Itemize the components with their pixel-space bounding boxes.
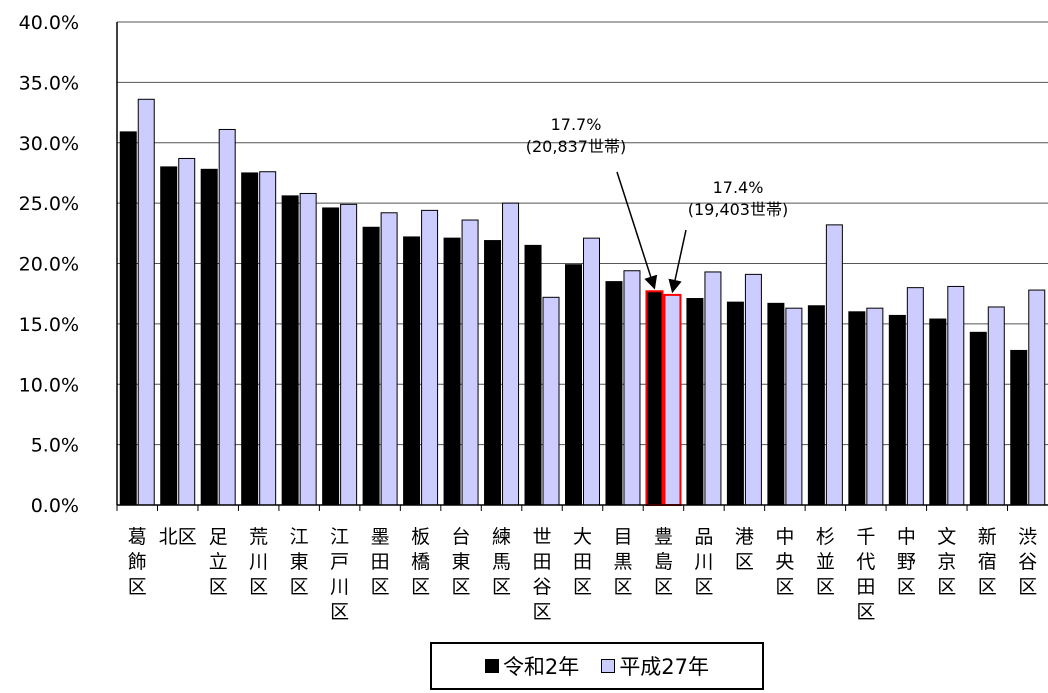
x-tick-label: 中野区 — [897, 526, 916, 598]
x-tick-label: 江東区 — [290, 526, 309, 598]
x-tick-label: 江戸川区 — [330, 526, 349, 623]
y-tick-labels: 0.0% 5.0% 10.0% 15.0% 20.0% 25.0% 30.0% 35.0% 40… — [19, 12, 79, 517]
bar-heisei27 — [866, 307, 884, 506]
legend: 令和2年 平成27年 — [430, 642, 764, 690]
bars — [119, 98, 1046, 506]
annotation-arrow — [668, 229, 687, 294]
bar-heisei27 — [583, 237, 600, 506]
bar-heisei27 — [906, 287, 924, 506]
bar-heisei27 — [542, 296, 560, 506]
bar-heisei27 — [947, 285, 965, 506]
x-tick-label: 千代田区 — [856, 526, 875, 623]
bar-reiwa2 — [888, 314, 906, 506]
y-tick-label: 10.0% — [19, 374, 79, 396]
bar-heisei27 — [1028, 289, 1046, 506]
bar-reiwa2 — [362, 226, 380, 506]
x-tick-label: 豊島区 — [654, 526, 673, 598]
x-tick-label: 杉並区 — [816, 526, 835, 598]
bar-reiwa2 — [241, 172, 259, 506]
bar-reiwa2 — [119, 131, 137, 506]
y-tick-label: 35.0% — [19, 72, 79, 94]
bar-heisei27 — [825, 224, 843, 506]
bar-reiwa2 — [524, 244, 542, 506]
bar-reiwa2 — [767, 302, 785, 506]
y-tick-label: 40.0% — [19, 12, 79, 34]
bar-reiwa2 — [969, 331, 987, 506]
bar-reiwa2 — [645, 290, 664, 506]
bar-heisei27 — [421, 209, 439, 506]
legend-label-reiwa2: 令和2年 — [502, 655, 580, 679]
legend-swatch-heisei27 — [601, 659, 616, 673]
x-tick-label: 板橋区 — [411, 526, 430, 598]
bar-heisei27 — [340, 203, 358, 506]
bar-reiwa2 — [200, 168, 218, 506]
y-tick-label: 0.0% — [31, 495, 79, 517]
x-tick-label: 荒川区 — [249, 526, 268, 598]
bar-heisei27 — [461, 219, 479, 506]
x-tick-label: 世田谷区 — [533, 526, 552, 623]
bar-reiwa2 — [726, 301, 744, 506]
bar-reiwa2 — [848, 311, 866, 506]
annotation-label: 17.7% (20,837世帯) — [526, 115, 626, 156]
bar-reiwa2 — [686, 298, 704, 506]
bar-heisei27 — [744, 273, 762, 506]
bar-heisei27 — [380, 212, 398, 506]
y-tick-label: 30.0% — [19, 133, 79, 155]
legend-item-heisei27: 平成27年 — [601, 651, 709, 681]
legend-swatch-reiwa2 — [484, 659, 499, 673]
legend-label-heisei27: 平成27年 — [619, 655, 710, 679]
annotation-label: 17.4% (19,403世帯) — [688, 178, 788, 219]
x-tick-label: 文京区 — [937, 526, 956, 598]
x-tick-label: 足立区 — [209, 526, 228, 598]
y-tick-label: 5.0% — [31, 435, 79, 457]
x-tick-label: 台東区 — [452, 526, 471, 598]
bar-heisei27 — [663, 293, 682, 506]
axes — [116, 22, 1048, 511]
bar-heisei27 — [623, 270, 641, 506]
bar-reiwa2 — [1010, 349, 1028, 506]
bar-reiwa2 — [281, 195, 299, 506]
bar-reiwa2 — [443, 237, 461, 506]
bar-reiwa2 — [929, 318, 947, 506]
x-tick-label: 大田区 — [573, 526, 592, 598]
bar-reiwa2 — [565, 264, 582, 506]
x-tick-label: 墨田区 — [371, 526, 390, 598]
x-tick-label: 中央区 — [775, 526, 794, 598]
bar-heisei27 — [218, 128, 236, 506]
bar-reiwa2 — [322, 207, 340, 506]
bar-heisei27 — [137, 98, 155, 506]
x-tick-label: 北区 — [159, 526, 197, 548]
bar-heisei27 — [785, 307, 803, 506]
bar-heisei27 — [987, 306, 1005, 506]
bar-reiwa2 — [605, 281, 623, 506]
bar-heisei27 — [259, 171, 277, 506]
y-tick-label: 25.0% — [19, 193, 79, 215]
y-tick-label: 15.0% — [19, 314, 79, 336]
x-tick-label: 渋谷区 — [1018, 526, 1037, 598]
annotations: 17.7% (20,837世帯) 17.4% (19,403世帯) — [526, 115, 788, 294]
y-tick-label: 20.0% — [19, 254, 79, 276]
bar-reiwa2 — [484, 240, 502, 506]
x-tick-label: 港区 — [735, 526, 754, 573]
x-tick-label: 葛飾区 — [128, 526, 147, 598]
bar-heisei27 — [704, 271, 722, 506]
x-tick-label: 目黒区 — [613, 526, 632, 598]
bar-reiwa2 — [403, 236, 421, 506]
bar-reiwa2 — [807, 305, 825, 506]
x-tick-label: 品川区 — [694, 526, 713, 598]
bar-heisei27 — [178, 157, 196, 506]
x-tick-label: 練馬区 — [492, 526, 511, 598]
annotation-arrow — [616, 171, 658, 290]
bar-heisei27 — [299, 192, 317, 506]
x-tick-label: 新宿区 — [978, 526, 997, 598]
bar-reiwa2 — [160, 166, 178, 506]
legend-item-reiwa2: 令和2年 — [484, 651, 580, 681]
bar-heisei27 — [502, 202, 520, 506]
